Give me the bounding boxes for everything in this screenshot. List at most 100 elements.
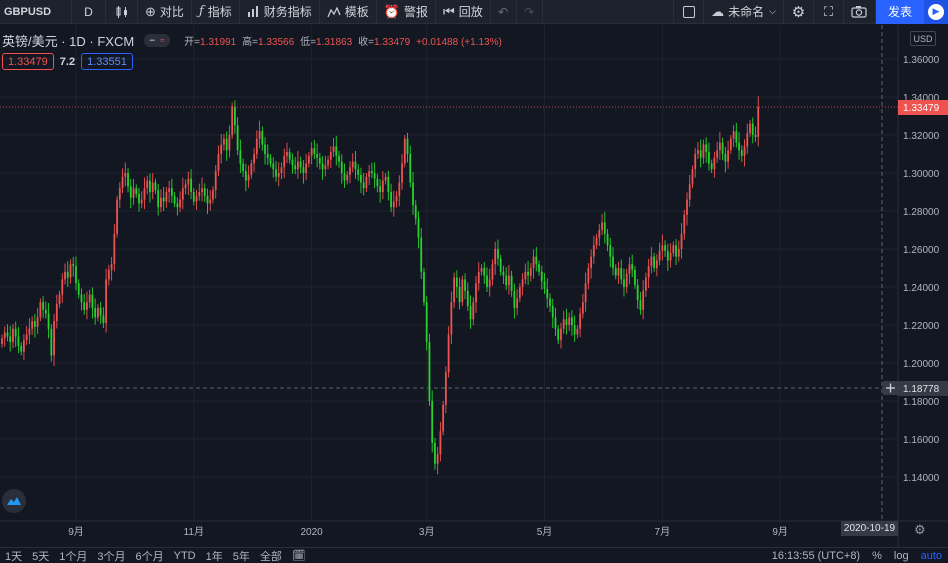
clock-display[interactable]: 16:13:55 (UTC+8) xyxy=(771,549,861,562)
candle-body xyxy=(584,283,587,303)
candle-body xyxy=(324,165,327,170)
goto-date-button[interactable]: 🗓 xyxy=(287,549,311,562)
candle-body xyxy=(538,264,540,272)
fullscreen-button[interactable]: ⛶ xyxy=(814,0,844,24)
settings-button[interactable]: ⚙ xyxy=(784,0,814,24)
candle-body xyxy=(540,271,543,282)
candle-body xyxy=(620,268,623,280)
candle-body xyxy=(179,199,181,208)
candle-body xyxy=(475,283,477,303)
candle-body xyxy=(332,146,335,153)
candle-body xyxy=(409,154,412,183)
tradingview-logo[interactable] xyxy=(2,489,26,513)
candle-body xyxy=(721,142,724,154)
candle-body xyxy=(335,146,338,156)
candle-body xyxy=(373,173,376,179)
fullscreen-select-button[interactable] xyxy=(674,0,705,24)
candle-body xyxy=(247,174,250,181)
snapshot-button[interactable] xyxy=(844,0,876,24)
candle-body xyxy=(66,271,69,278)
candle-body xyxy=(740,150,743,156)
candle-body xyxy=(261,131,264,145)
candle-body xyxy=(338,155,340,162)
candle-body xyxy=(242,163,245,172)
candle-body xyxy=(697,150,699,154)
candle-body xyxy=(77,283,80,295)
chart-grid xyxy=(0,25,898,521)
candle-body xyxy=(105,279,108,324)
buy-price-badge[interactable]: 1.33551 xyxy=(81,53,133,70)
open-label: 开= xyxy=(184,37,201,48)
candle-body xyxy=(223,138,225,145)
candle-body xyxy=(217,154,220,172)
replay-button[interactable]: ⏮ 回放 xyxy=(436,0,491,24)
candle-body xyxy=(206,195,209,204)
candle-body xyxy=(50,328,53,356)
candle-body xyxy=(581,302,584,314)
price-chart[interactable]: 1.14000 1.16000 1.18000 1.20000 1.22000 1.240… xyxy=(0,25,948,563)
candle-body xyxy=(401,163,403,183)
candle-body xyxy=(472,302,475,320)
range-1m[interactable]: 1个月 xyxy=(59,550,88,563)
candle-body xyxy=(381,180,384,192)
candle-body xyxy=(72,264,75,267)
alert-button[interactable]: ⏰ 警报 xyxy=(377,0,436,24)
price-tick-label: 1.30000 xyxy=(903,169,940,180)
candle-body xyxy=(672,245,675,253)
publish-dropdown-button[interactable]: ▶ xyxy=(924,0,948,24)
candle-body xyxy=(609,245,612,257)
legend-toggle[interactable]: ━ ≈ xyxy=(144,34,171,47)
chart-type-button[interactable] xyxy=(106,0,138,24)
candle-body xyxy=(592,245,595,257)
interval-button[interactable]: D xyxy=(72,0,106,24)
chevron-down-icon: ⌵ xyxy=(769,6,776,16)
range-6m[interactable]: 6个月 xyxy=(135,550,164,563)
candle-body xyxy=(423,271,425,303)
candle-body xyxy=(691,169,694,185)
auto-toggle[interactable]: auto xyxy=(920,549,942,562)
candle-body xyxy=(231,106,234,135)
candle-body xyxy=(121,176,124,189)
range-5y[interactable]: 5年 xyxy=(232,550,250,563)
range-ytd[interactable]: YTD xyxy=(173,549,196,562)
calendar-icon: 🗓 xyxy=(291,550,306,562)
publish-button[interactable]: 发表 xyxy=(875,0,924,24)
candle-body xyxy=(527,271,529,276)
axis-settings-icon[interactable]: ⚙ xyxy=(914,522,926,537)
range-5d[interactable]: 5天 xyxy=(32,550,50,563)
range-3m[interactable]: 3个月 xyxy=(97,550,126,563)
candle-body xyxy=(708,152,710,164)
percent-toggle[interactable]: % xyxy=(872,549,882,562)
compare-button[interactable]: ⊕ 对比 xyxy=(138,0,192,24)
currency-button[interactable]: USD xyxy=(910,31,936,46)
range-1d[interactable]: 1天 xyxy=(5,550,23,563)
candle-body xyxy=(351,161,354,168)
sell-price-badge[interactable]: 1.33479 xyxy=(2,53,54,70)
undo-button[interactable]: ↶ xyxy=(491,0,517,24)
candle-body xyxy=(266,154,269,158)
symbol-search[interactable]: GBPUSD xyxy=(0,0,72,24)
candle-body xyxy=(395,195,398,202)
financials-button[interactable]: 财务指标 xyxy=(240,0,320,24)
candle-body xyxy=(666,250,669,261)
indicators-label: 指标 xyxy=(207,5,232,19)
redo-button[interactable]: ↷ xyxy=(517,0,543,24)
log-toggle[interactable]: log xyxy=(893,549,909,562)
candle-body xyxy=(102,315,105,324)
candle-body xyxy=(683,214,686,234)
indicators-button[interactable]: ƒ 指标 xyxy=(192,0,240,24)
chart-area[interactable]: 1.14000 1.16000 1.18000 1.20000 1.22000 1.240… xyxy=(0,25,948,563)
range-1y[interactable]: 1年 xyxy=(205,550,223,563)
candle-body xyxy=(138,193,140,204)
candle-body xyxy=(469,306,472,320)
candle-body xyxy=(414,205,417,219)
candle-body xyxy=(546,288,549,299)
layout-name-button[interactable]: ☁ 未命名 ⌵ xyxy=(704,0,784,24)
candle-body xyxy=(669,252,672,261)
candle-body xyxy=(316,154,318,158)
candle-body xyxy=(157,190,160,208)
legend-title[interactable]: 英镑/美元 · 1D · FXCM xyxy=(2,34,135,49)
templates-button[interactable]: 模板 xyxy=(320,0,377,24)
candle-body xyxy=(447,334,450,373)
range-all[interactable]: 全部 xyxy=(259,550,282,563)
